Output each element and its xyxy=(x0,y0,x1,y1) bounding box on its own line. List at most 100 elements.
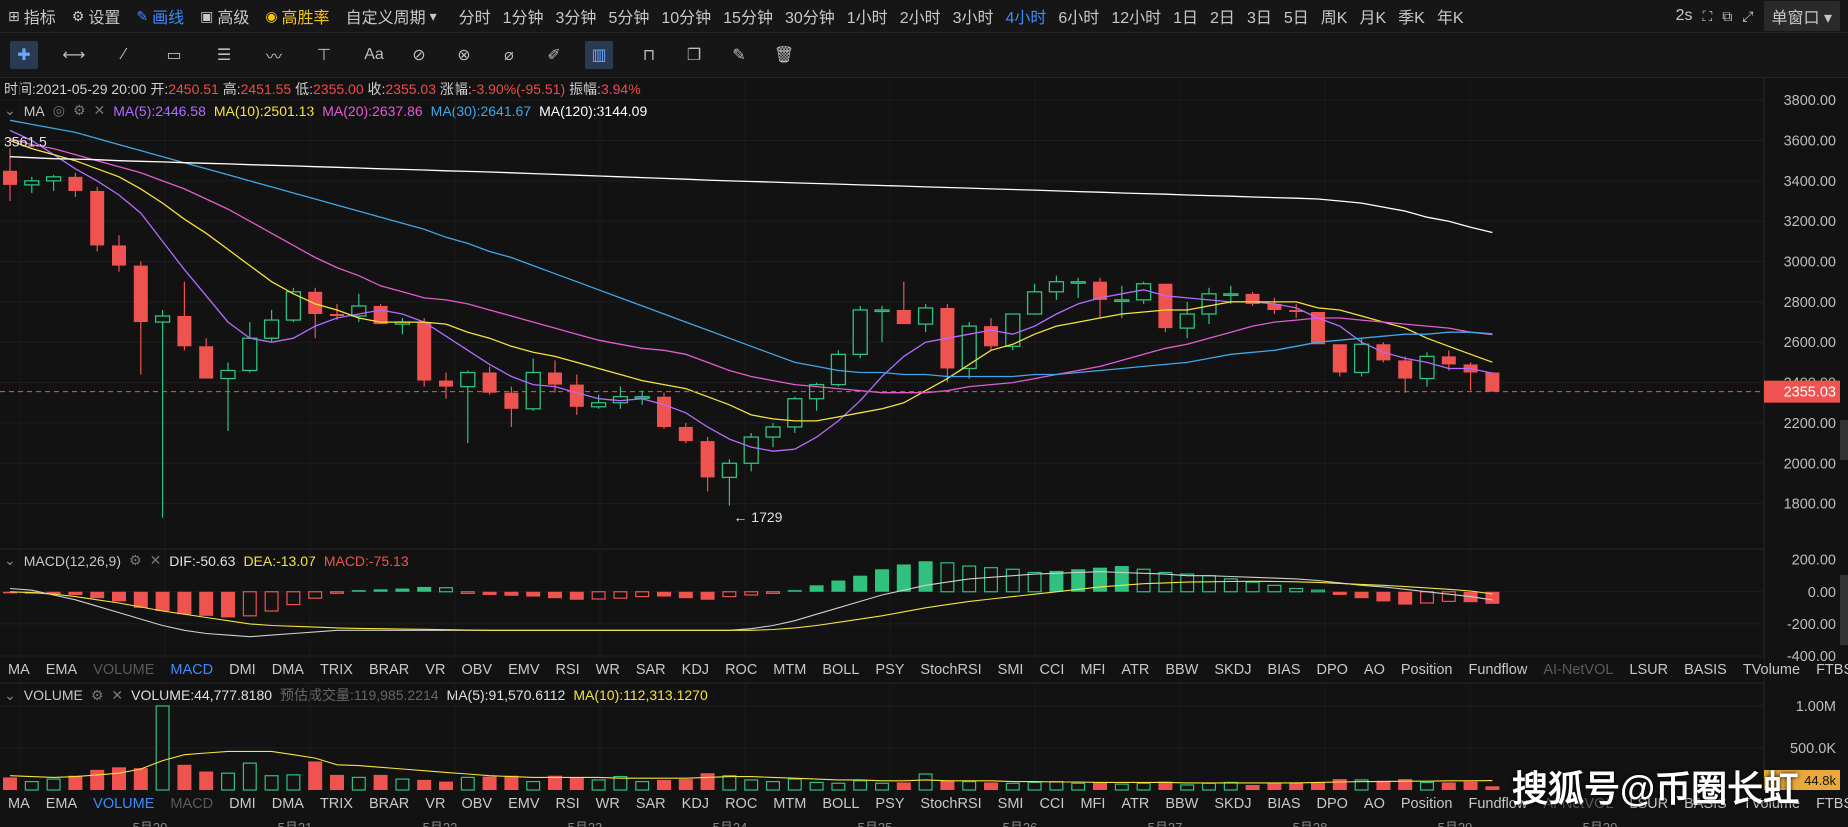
indicator-tab[interactable]: ATR xyxy=(1121,662,1150,678)
period-tab[interactable]: 3日 xyxy=(1246,10,1272,27)
indicator-tab[interactable]: EMV xyxy=(508,662,540,678)
parallel-icon[interactable]: ☰ xyxy=(216,47,232,64)
indicator-tab[interactable]: LSUR xyxy=(1629,796,1669,812)
lock-icon[interactable]: ⊓ xyxy=(642,47,656,64)
indicator-tab[interactable]: Fundflow xyxy=(1468,796,1528,812)
period-tab[interactable]: 分时 xyxy=(458,10,491,27)
indicator-tab[interactable]: VOLUME xyxy=(93,796,155,812)
indicator-tab[interactable]: TRIX xyxy=(319,796,353,812)
ruler-icon[interactable]: ⌀ xyxy=(504,47,514,64)
popout-icon[interactable]: ⤢ xyxy=(1742,7,1754,24)
indicator-tab[interactable]: StochRSI xyxy=(920,662,982,678)
candle-type-icon[interactable]: ▥ xyxy=(585,41,613,69)
fib-icon[interactable]: ⊤ xyxy=(317,47,331,64)
indicator-tab[interactable]: VOLUME xyxy=(93,662,155,678)
indicator-tab[interactable]: SKDJ xyxy=(1214,796,1252,812)
top-menu-2[interactable]: ✎ 画线 xyxy=(128,4,192,28)
indicator-tab[interactable]: BRAR xyxy=(368,662,410,678)
indicator-tab[interactable]: VR xyxy=(425,796,446,812)
indicator-tab[interactable]: OBV xyxy=(461,796,493,812)
top-menu-4[interactable]: ◉ 高胜率 xyxy=(257,4,337,28)
indicator-tab[interactable]: RSI xyxy=(555,662,580,678)
indicator-tab[interactable]: TVolume xyxy=(1742,662,1801,678)
close-icon[interactable]: ✕ xyxy=(93,102,106,118)
period-tab[interactable]: 周K xyxy=(1320,10,1348,27)
line-icon[interactable]: ⟷ xyxy=(62,47,86,64)
indicator-tab[interactable]: OBV xyxy=(461,662,493,678)
indicator-tab[interactable]: VR xyxy=(425,662,446,678)
indicator-tab[interactable]: DPO xyxy=(1316,796,1348,812)
period-tab[interactable]: 5日 xyxy=(1283,10,1309,27)
indicator-tab[interactable]: BBW xyxy=(1165,662,1199,678)
close-icon[interactable]: ✕ xyxy=(111,686,124,703)
indicator-tab[interactable]: FTBS xyxy=(1816,796,1848,812)
period-tab[interactable]: 12小时 xyxy=(1111,10,1162,27)
indicator-tab[interactable]: KDJ xyxy=(681,796,710,812)
indicator-tab[interactable]: BOLL xyxy=(822,796,860,812)
collapse-chevron-icon[interactable]: ⌄ xyxy=(4,552,16,568)
indicator-tab[interactable]: TRIX xyxy=(319,662,353,678)
indicator-tab[interactable]: Position xyxy=(1400,662,1453,678)
gear-icon[interactable]: ⚙ xyxy=(72,102,86,118)
collapse-chevron-icon[interactable]: ⌄ xyxy=(4,102,16,118)
period-tab[interactable]: 4小时 xyxy=(1005,10,1047,27)
top-menu-3[interactable]: ▣ 高级 xyxy=(192,4,257,28)
indicator-tab[interactable]: SAR xyxy=(635,796,666,812)
rectangle-icon[interactable]: ▭ xyxy=(166,47,182,64)
copy-icon[interactable]: ❐ xyxy=(686,47,702,64)
fullscreen-icon[interactable]: ⛶ xyxy=(1702,7,1713,24)
period-tab[interactable]: 1分钟 xyxy=(502,10,544,27)
indicator-tab[interactable]: ATR xyxy=(1121,796,1150,812)
collapse-chevron-icon[interactable]: ⌄ xyxy=(4,686,16,703)
indicator-tab[interactable]: BASIS xyxy=(1684,662,1727,678)
indicator-tab[interactable]: StochRSI xyxy=(920,796,982,812)
indicator-tab[interactable]: MA xyxy=(8,796,30,812)
indicator-tab[interactable]: ROC xyxy=(725,796,758,812)
indicator-tab[interactable]: PSY xyxy=(875,796,905,812)
indicator-tab[interactable]: DMI xyxy=(229,662,256,678)
indicator-tab[interactable]: AO xyxy=(1363,662,1385,678)
period-tab[interactable]: 3小时 xyxy=(952,10,994,27)
period-tab[interactable]: 10分钟 xyxy=(661,10,712,27)
refresh-interval[interactable]: 2s xyxy=(1675,7,1693,24)
period-tab[interactable]: 2小时 xyxy=(899,10,941,27)
text-icon[interactable]: Aa xyxy=(364,46,384,63)
indicator-tab[interactable]: Position xyxy=(1400,796,1453,812)
indicator-tab[interactable]: MTM xyxy=(773,662,807,678)
indicator-tab[interactable]: SAR xyxy=(635,662,666,678)
indicator-tab[interactable]: EMA xyxy=(45,662,78,678)
period-tab[interactable]: 3分钟 xyxy=(555,10,597,27)
indicator-tab[interactable]: BOLL xyxy=(822,662,860,678)
indicator-tab[interactable]: EMV xyxy=(508,796,540,812)
indicator-tab[interactable]: LSUR xyxy=(1629,662,1669,678)
close-icon[interactable]: ✕ xyxy=(149,552,162,568)
indicator-tab[interactable]: DMA xyxy=(271,662,304,678)
indicator-tab[interactable]: DMA xyxy=(271,796,304,812)
period-tab[interactable]: 1日 xyxy=(1173,10,1199,27)
indicator-tab[interactable]: TVolume xyxy=(1742,796,1801,812)
indicator-tab[interactable]: MA xyxy=(8,662,30,678)
indicator-tab[interactable]: SMI xyxy=(997,662,1024,678)
period-tab[interactable]: 月K xyxy=(1359,10,1387,27)
hide-icon[interactable]: ⊗ xyxy=(457,47,471,64)
top-menu-0[interactable]: ⊞ 指标 xyxy=(0,4,64,28)
crosshair-icon[interactable]: ✚ xyxy=(10,41,38,69)
trash-icon[interactable]: 🗑 xyxy=(773,47,795,64)
indicator-tab[interactable]: EMA xyxy=(45,796,78,812)
indicator-tab[interactable]: MACD xyxy=(170,662,214,678)
period-tab[interactable]: 15分钟 xyxy=(723,10,773,27)
wave-icon[interactable]: 〰 xyxy=(265,49,282,66)
period-tab[interactable]: 1小时 xyxy=(846,10,888,27)
note-icon[interactable]: ✎ xyxy=(732,47,746,64)
period-tab[interactable]: 年K xyxy=(1436,10,1464,27)
period-tab[interactable]: 2日 xyxy=(1210,10,1235,27)
indicator-tab[interactable]: ROC xyxy=(725,662,758,678)
indicator-tab[interactable]: MTM xyxy=(773,796,807,812)
period-tab[interactable]: 30分钟 xyxy=(784,10,835,27)
indicator-tab[interactable]: MACD xyxy=(170,796,214,812)
indicator-tab[interactable]: MFI xyxy=(1080,662,1106,678)
period-tab[interactable]: 6小时 xyxy=(1058,10,1100,27)
indicator-tab[interactable]: FTBS xyxy=(1816,662,1848,678)
indicator-tab[interactable]: CCI xyxy=(1039,796,1065,812)
brush-icon[interactable]: ✐ xyxy=(547,47,561,64)
